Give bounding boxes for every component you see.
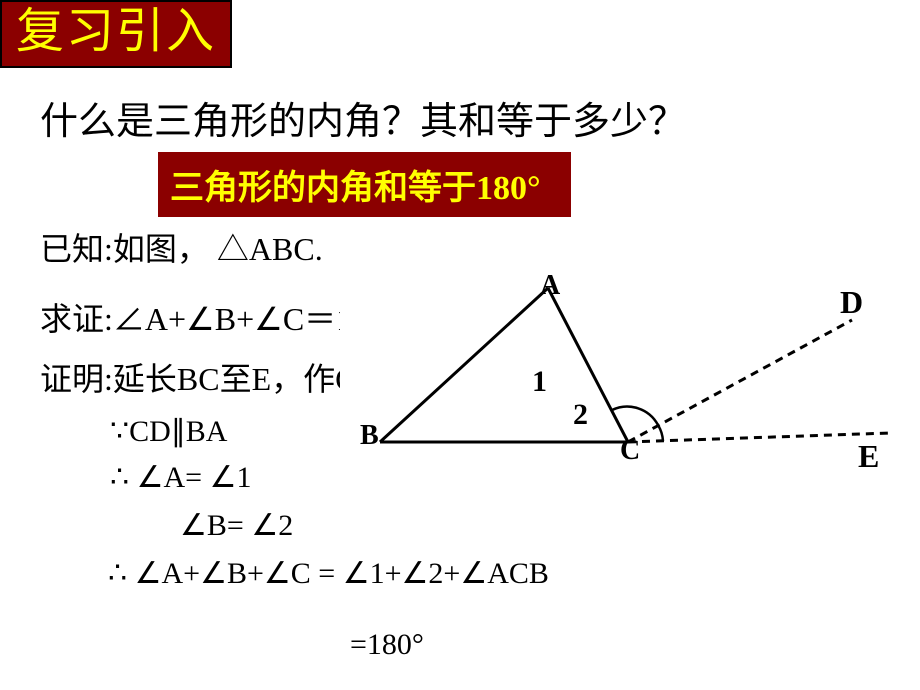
title-text: 复习引入 bbox=[16, 8, 216, 56]
line-ce-dashed bbox=[628, 433, 890, 442]
given-text: 已知:如图， △ABC. bbox=[40, 224, 323, 270]
vertex-a-label: A bbox=[540, 270, 560, 302]
angle-1-label: 1 bbox=[532, 365, 547, 399]
theorem-text: 三角形的内角和等于180° bbox=[170, 160, 541, 209]
line-cd-dashed bbox=[628, 320, 852, 442]
point-e-label: E bbox=[858, 438, 879, 475]
vertex-b-label: B bbox=[360, 420, 379, 452]
proof-angle-b: ∠B= ∠2 bbox=[180, 508, 293, 543]
vertex-c-label: C bbox=[620, 435, 640, 467]
proof-angle-a: ∴ ∠A= ∠1 bbox=[110, 460, 251, 495]
question: 什么是三角形的内角？其和等于多少？ bbox=[40, 90, 686, 145]
theorem-box: 三角形的内角和等于180° bbox=[158, 152, 571, 217]
triangle-diagram: A B C D E 1 2 bbox=[340, 270, 900, 470]
title-box: 复习引入 bbox=[0, 0, 232, 68]
angle-2-label: 2 bbox=[573, 398, 588, 432]
point-d-label: D bbox=[840, 284, 863, 321]
proof-conclusion: ∴ ∠A+∠B+∠C = ∠1+∠2+∠ACB bbox=[108, 556, 549, 591]
proof-because: ∵CD∥BA bbox=[110, 414, 227, 449]
proof-final: =180° bbox=[350, 628, 424, 662]
